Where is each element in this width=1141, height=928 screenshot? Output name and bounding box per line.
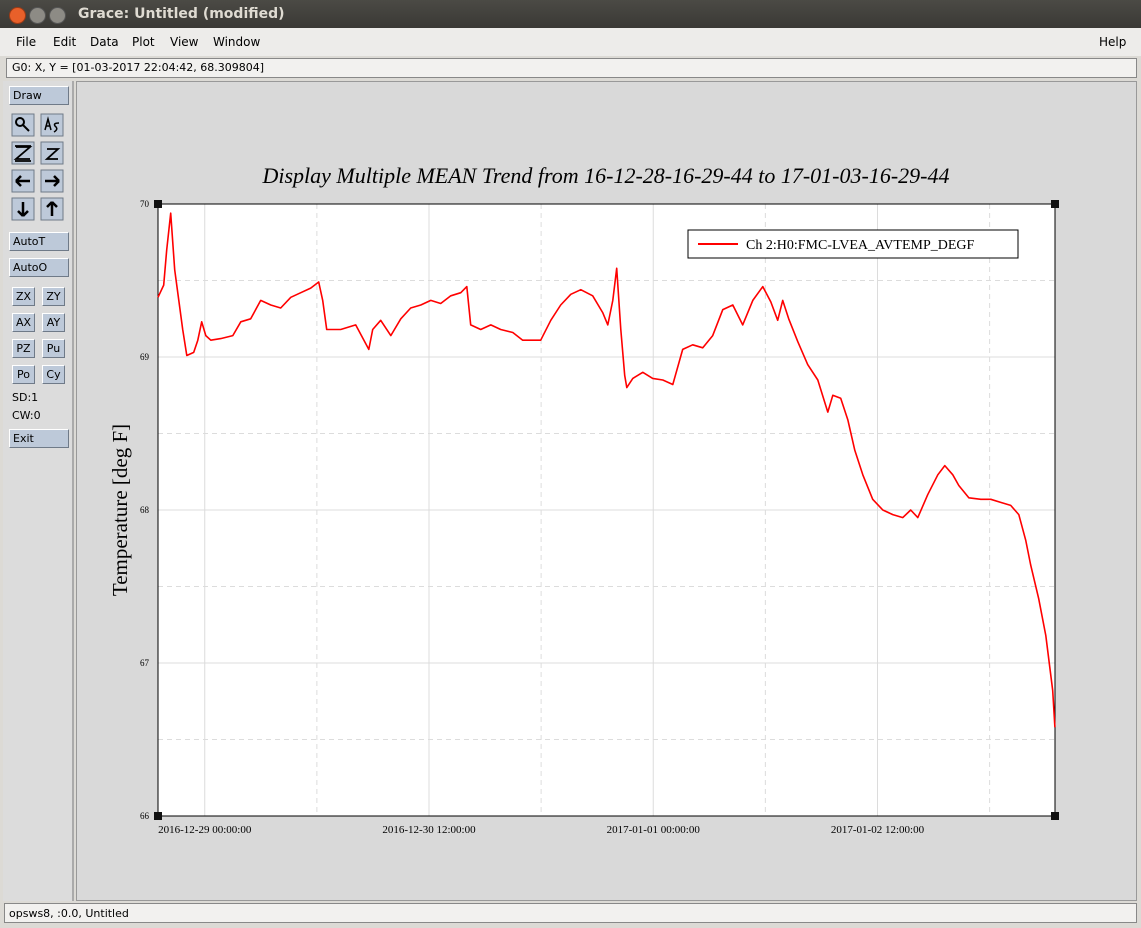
y-axis-label: Temperature [deg F] [108, 424, 132, 596]
legend-box [687, 229, 1019, 259]
frame-handle [1051, 812, 1059, 820]
y-tick-label: 68 [140, 505, 150, 515]
close-button[interactable] [9, 7, 26, 24]
menu-item[interactable]: View [170, 35, 199, 49]
frame-handle [154, 812, 162, 820]
icons [13, 116, 61, 217]
menu-item[interactable]: Help [1099, 35, 1127, 49]
legend-label: Ch 2:H0:FMC-LVEA_AVTEMP_DEGF [746, 238, 975, 253]
frame-handle [154, 200, 162, 208]
x-tick-label: 2016-12-30 12:00:00 [382, 824, 476, 836]
menu-item[interactable]: File [16, 35, 37, 49]
autoscale-text-button[interactable] [40, 113, 64, 137]
x-tick-label: 2017-01-01 00:00:00 [607, 824, 701, 836]
x-tick-label: 2016-12-29 00:00:00 [158, 824, 252, 836]
data-line [157, 212, 1056, 728]
menu-bar: File Edit Data Plot View Window Help [0, 28, 1141, 56]
chart-title: Display Multiple MEAN Trend from 16-12-2… [261, 163, 949, 188]
autoo-button[interactable]: AutoO [9, 258, 69, 277]
title-bar: Grace: Untitled (modified) [0, 0, 1141, 28]
maximize-button[interactable] [49, 7, 66, 24]
locator-field: G0: X, Y = [01-03-2017 22:04:42, 68.3098… [6, 58, 1137, 78]
y-tick-label: 66 [140, 811, 150, 821]
plot-frame [157, 203, 1056, 817]
tool-button[interactable]: AX [12, 313, 35, 332]
tool-button[interactable]: ZY [42, 287, 65, 306]
y-tick-label: 70 [140, 199, 150, 209]
x-tick-label: 2017-01-02 12:00:00 [831, 824, 925, 836]
autot-button[interactable]: AutoT [9, 232, 69, 251]
set-info: SD:1 [12, 391, 39, 404]
tool-button[interactable]: Pu [42, 339, 65, 358]
toolbar: Draw AutoT AutoO ZX ZY AX AY PZ Pu Po Cy [3, 81, 74, 901]
exit-button[interactable]: Exit [9, 429, 69, 448]
window-title: Grace: Untitled (modified) [78, 6, 285, 22]
menu-item[interactable]: Data [90, 35, 119, 49]
draw-button[interactable]: Draw [9, 86, 69, 105]
menu-item[interactable]: Edit [53, 35, 77, 49]
minimize-button[interactable] [29, 7, 46, 24]
color-info: CW:0 [12, 409, 41, 422]
tool-button[interactable]: Po [12, 365, 35, 384]
tool-button[interactable]: PZ [12, 339, 35, 358]
status-bar: opsws8, :0.0, Untitled [4, 903, 1137, 923]
menu-item[interactable]: Window [213, 35, 261, 49]
menu-item[interactable]: Plot [132, 35, 155, 49]
tool-button[interactable]: AY [42, 313, 65, 332]
icon-buttons [11, 113, 64, 221]
frame-handle [1051, 200, 1059, 208]
tool-button[interactable]: ZX [12, 287, 35, 306]
y-tick-label: 67 [140, 658, 150, 668]
y-tick-label: 69 [140, 352, 150, 362]
tool-button[interactable]: Cy [42, 365, 65, 384]
